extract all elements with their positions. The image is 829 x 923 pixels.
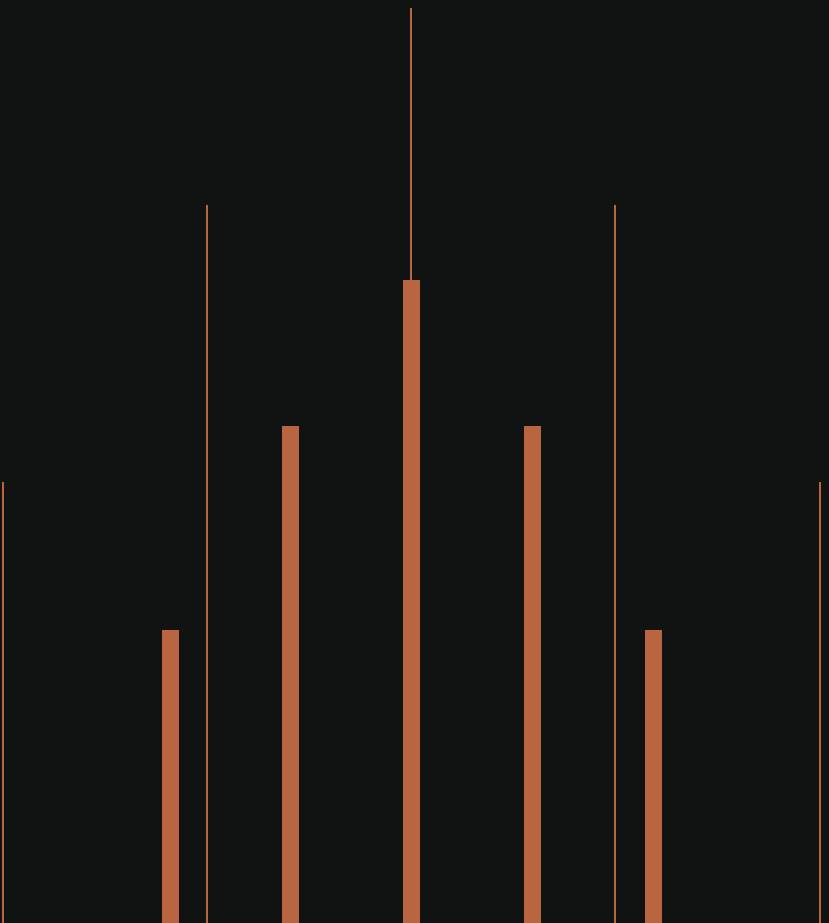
thick-bar-2 bbox=[282, 426, 299, 923]
thin-line-5 bbox=[819, 482, 821, 923]
thick-bar-1 bbox=[162, 630, 179, 923]
thick-bar-3 bbox=[403, 280, 420, 923]
thin-line-1 bbox=[2, 482, 4, 923]
thin-line-2 bbox=[206, 205, 208, 923]
thick-bar-4 bbox=[524, 426, 541, 923]
thin-line-4 bbox=[614, 205, 616, 923]
thick-bar-5 bbox=[645, 630, 662, 923]
